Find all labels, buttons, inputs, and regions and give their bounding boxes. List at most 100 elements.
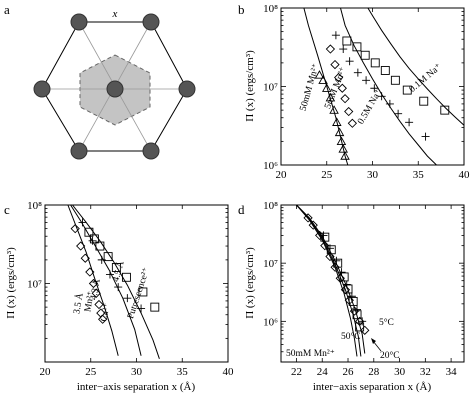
data-point-diamond [76, 241, 86, 251]
data-point-square [352, 310, 362, 320]
fit-curve [67, 204, 119, 356]
panel-c-x-label: inter−axis separation x (Å) [77, 381, 196, 393]
panel-b-annotation: 0.5M Na⁺ [356, 88, 384, 127]
data-point-square [352, 42, 362, 52]
data-point-plus [88, 236, 97, 245]
data-point-diamond [334, 72, 344, 83]
panel-d-y-ticks: 10⁶ 10⁷ 10⁸ [263, 200, 464, 363]
x-tick-label: 35 [413, 169, 425, 181]
panel-d-arrowhead [371, 338, 376, 344]
data-point-square [95, 241, 105, 251]
y-tick-label: 10⁸ [263, 200, 278, 212]
panel-letter-b: b [238, 2, 245, 17]
x-tick-label: 20 [276, 169, 288, 181]
y-tick-label: 10⁷ [27, 279, 42, 291]
panel-d-annotation: 50°C [341, 331, 361, 342]
data-point-diamond [308, 220, 318, 230]
panel-c-y-ticks: 10⁷ 10⁸ [27, 200, 228, 363]
data-point-diamond [344, 106, 354, 117]
data-point-diamond [70, 223, 80, 234]
data-point-square [419, 96, 429, 106]
data-point-triangle [314, 70, 325, 79]
data-point-plus [405, 118, 414, 127]
data-point-plus [358, 317, 367, 326]
data-point-triangle [332, 117, 342, 126]
data-point-diamond [85, 267, 95, 277]
data-point-plus [421, 132, 430, 141]
panel-b-x-ticks: 20 25 30 35 40 [276, 8, 470, 181]
panel-letter-c: c [4, 202, 10, 217]
data-point-triangle [329, 105, 339, 114]
panel-c-y-label: Π (x) (ergs/cm³) [5, 247, 17, 319]
data-point-square [342, 36, 352, 46]
data-point-square [326, 245, 336, 255]
data-point-diamond [303, 213, 313, 223]
lattice-node [70, 142, 88, 160]
x-tick-label: 26 [343, 366, 355, 378]
data-point-square [111, 263, 121, 272]
y-tick-label: 10⁶ [263, 316, 278, 328]
data-point-square [150, 302, 160, 312]
data-point-square [348, 296, 358, 306]
lattice-node [33, 80, 51, 98]
data-point-square [390, 75, 400, 85]
data-point-diamond [320, 241, 330, 251]
panel-c-chart: 20 25 30 35 40 10⁷ 10⁸ Π (x) (ergs/cm³) inter… [5, 200, 234, 393]
panel-letter-d: d [238, 202, 245, 217]
panel-letter-a: a [4, 2, 10, 17]
fit-curve [367, 7, 465, 126]
lattice-node [142, 142, 160, 160]
panel-c-annotation: Mn²⁺ [83, 290, 97, 312]
panel-d-points [303, 213, 370, 335]
fit-curve [72, 204, 160, 359]
panel-b-y-ticks: 10⁶ 10⁷ 10⁸ [263, 3, 464, 172]
data-point-square [339, 272, 349, 282]
data-point-diamond [330, 262, 340, 272]
data-point-square [89, 234, 99, 244]
data-point-square [138, 287, 148, 297]
spacing-label: x [112, 8, 118, 20]
data-point-plus [339, 45, 348, 54]
panel-b-annotation: 50mM Mn²⁺ [299, 63, 322, 113]
x-tick-label: 20 [40, 366, 52, 378]
x-tick-label: 28 [368, 366, 380, 378]
panel-b-y-label: Π (x) (ergs/cm³) [244, 50, 256, 122]
lattice-nodes [33, 13, 196, 160]
y-tick-label: 10⁷ [263, 258, 278, 270]
data-point-diamond [335, 273, 345, 283]
data-point-square [402, 85, 412, 95]
y-tick-label: 10⁷ [263, 82, 278, 94]
data-point-plus [394, 109, 403, 118]
data-point-plus [342, 280, 351, 289]
data-point-diamond [325, 44, 336, 54]
panel-d-annotation: 5°C [379, 317, 394, 328]
data-point-diamond [347, 118, 358, 128]
x-tick-label: 25 [85, 366, 97, 378]
x-tick-label: 40 [459, 169, 470, 181]
x-tick-label: 22 [291, 366, 302, 378]
data-point-plus [345, 57, 354, 66]
panel-c-annotation: Ca²⁺ [99, 303, 113, 323]
data-point-diamond [315, 230, 325, 241]
panel-d-x-label: inter−axis separation x (Å) [313, 381, 432, 393]
data-point-triangle [338, 144, 348, 153]
lattice-diagram: x [33, 8, 196, 160]
data-point-plus [331, 31, 340, 40]
data-point-square [343, 284, 353, 294]
data-point-diamond [91, 288, 101, 298]
data-point-plus [353, 68, 362, 77]
data-point-diamond [88, 278, 99, 289]
x-tick-label: 32 [420, 366, 431, 378]
data-point-diamond [98, 314, 108, 324]
data-point-square [370, 58, 380, 68]
x-tick-label: 35 [177, 366, 189, 378]
data-point-square [84, 227, 94, 237]
data-point-diamond [340, 285, 351, 295]
data-point-diamond [325, 251, 335, 262]
data-point-square [380, 66, 390, 75]
x-tick-label: 25 [321, 169, 333, 181]
x-tick-label: 40 [223, 366, 235, 378]
y-tick-label: 10⁸ [27, 200, 42, 212]
lattice-node [142, 13, 160, 31]
data-point-triangle [340, 151, 350, 160]
